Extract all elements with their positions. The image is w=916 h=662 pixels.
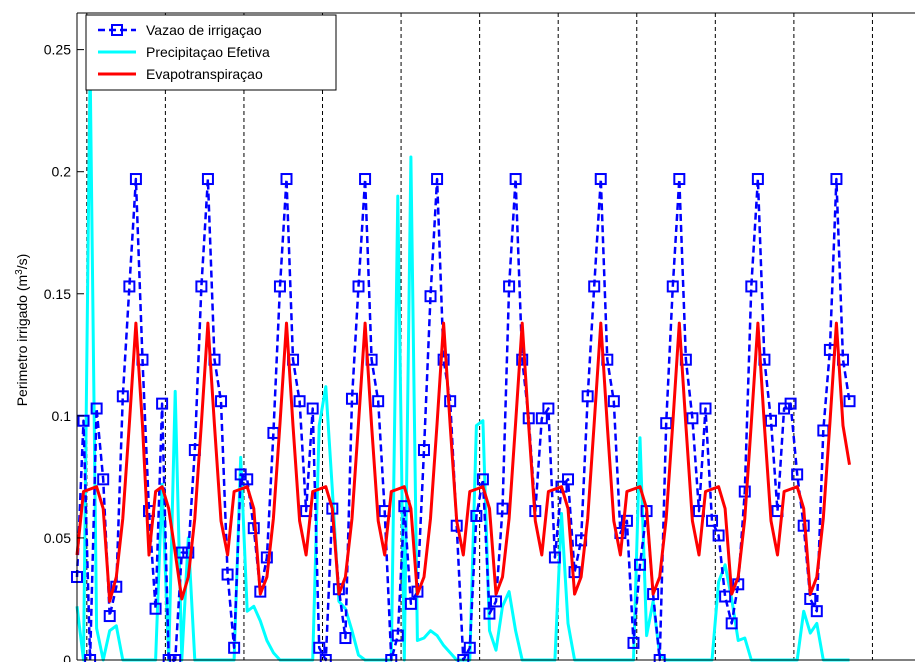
data-point [215, 395, 228, 408]
y-tick-label: 0.1 [52, 408, 72, 424]
data-point [542, 402, 555, 415]
data-point [562, 473, 575, 486]
axes: 0 0.05 0.1 0.15 0.2 0.25 [44, 12, 915, 662]
data-point [359, 173, 372, 186]
data-point [745, 280, 758, 293]
legend-label: Vazao de irrigaçao [146, 22, 262, 38]
data-point [221, 568, 234, 581]
data-point [424, 290, 437, 303]
data-point [594, 173, 607, 186]
data-point [116, 390, 129, 403]
data-point [470, 509, 483, 522]
data-point [241, 473, 254, 486]
data-point [123, 280, 136, 293]
data-point [620, 514, 633, 527]
y-axis-label-pre: Perimetro irrigado (m [14, 275, 30, 406]
data-point [97, 473, 110, 486]
data-point [490, 595, 502, 608]
data-point [417, 444, 430, 457]
data-point [437, 353, 450, 366]
data-point [830, 173, 843, 186]
data-point [548, 551, 561, 564]
data-point [843, 395, 856, 408]
data-point [699, 402, 712, 415]
data-point [404, 597, 417, 610]
legend-marker [111, 24, 123, 36]
data-point [280, 173, 293, 186]
series-line-2 [75, 321, 851, 603]
legend-entry: Precipitaçao Efetiva [98, 44, 270, 60]
y-axis-label-post: /s) [14, 254, 30, 270]
data-point [673, 173, 686, 186]
legend-entry: Evapotranspiraçao [98, 66, 263, 82]
data-point [581, 390, 594, 403]
y-axis-label-sup: 3 [14, 269, 25, 275]
data-point [503, 280, 516, 293]
data-point [764, 414, 777, 427]
legend-entry: Vazao de irrigaçao [98, 22, 262, 38]
data-point [228, 641, 241, 654]
y-axis-label: Perimetro irrigado (m3/s) [14, 254, 31, 407]
series-layer [71, 62, 856, 662]
data-point [627, 636, 640, 649]
data-point [156, 397, 169, 410]
data-point [483, 607, 496, 620]
period-boundaries [86, 13, 873, 660]
data-point [182, 546, 195, 559]
data-point [293, 395, 306, 408]
data-point [725, 617, 738, 630]
data-point [391, 629, 404, 642]
series-markers-0 [71, 173, 856, 662]
y-tick-label: 0 [63, 652, 71, 662]
y-tick-label: 0.2 [52, 164, 72, 180]
data-point [103, 610, 116, 623]
data-point [306, 402, 319, 415]
data-point [784, 397, 797, 410]
data-point [352, 280, 365, 293]
data-point [738, 485, 751, 498]
data-point [431, 173, 444, 186]
data-point [516, 353, 529, 366]
data-point [90, 402, 103, 415]
data-point [129, 173, 142, 186]
data-point [588, 280, 601, 293]
data-point [339, 632, 352, 645]
data-point [260, 551, 273, 564]
data-point [476, 473, 489, 486]
data-point [496, 502, 509, 515]
y-tick-label: 0.25 [44, 42, 71, 58]
data-point [751, 173, 764, 186]
series-line-1 [75, 62, 850, 662]
data-point [791, 468, 804, 481]
legend-label: Evapotranspiraçao [146, 66, 263, 82]
data-point [607, 395, 620, 408]
y-tick-label: 0.15 [44, 286, 71, 302]
data-point [195, 280, 208, 293]
data-point [706, 514, 719, 527]
data-point [660, 417, 673, 430]
data-point [463, 641, 476, 654]
legend-label: Precipitaçao Efetiva [146, 44, 270, 60]
data-point [313, 641, 326, 654]
data-point [509, 173, 522, 186]
data-point [686, 412, 699, 425]
data-point [535, 412, 548, 425]
y-tick-label: 0.05 [44, 530, 71, 546]
data-point [175, 546, 188, 559]
data-point [666, 280, 679, 293]
data-point [273, 280, 286, 293]
data-point [201, 173, 214, 186]
legend: Vazao de irrigaçao Precipitaçao Efetiva Ev… [85, 14, 337, 91]
data-point [634, 558, 647, 571]
data-point [149, 602, 162, 615]
data-point [719, 590, 732, 603]
data-point [345, 392, 358, 405]
data-point [712, 529, 725, 542]
data-point [810, 605, 823, 618]
data-point [372, 395, 385, 408]
